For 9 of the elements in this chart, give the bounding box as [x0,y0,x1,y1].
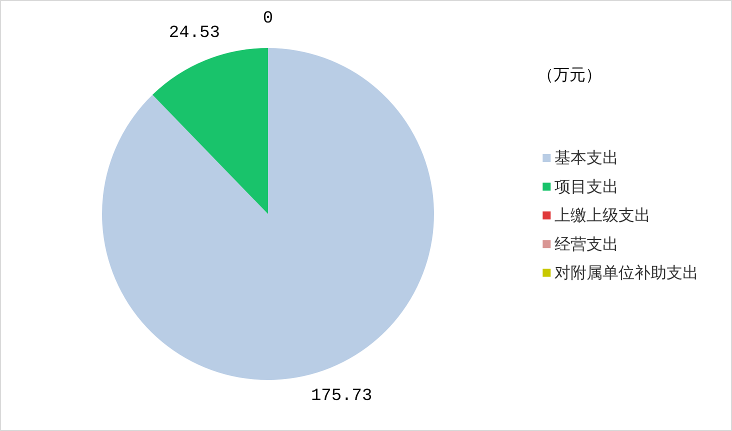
legend-label: 基本支出 [554,148,619,168]
legend-label: 项目支出 [554,176,619,196]
data-label: 24.53 [168,24,220,43]
legend-label: 经营支出 [554,234,619,254]
legend-title: （万元） [538,65,602,84]
text: 0 [262,10,274,28]
legend-label: 对附属单位补助支出 [554,262,699,282]
data-label: 175.73 [310,387,372,406]
legend-label: 上缴上级支出 [554,206,651,225]
